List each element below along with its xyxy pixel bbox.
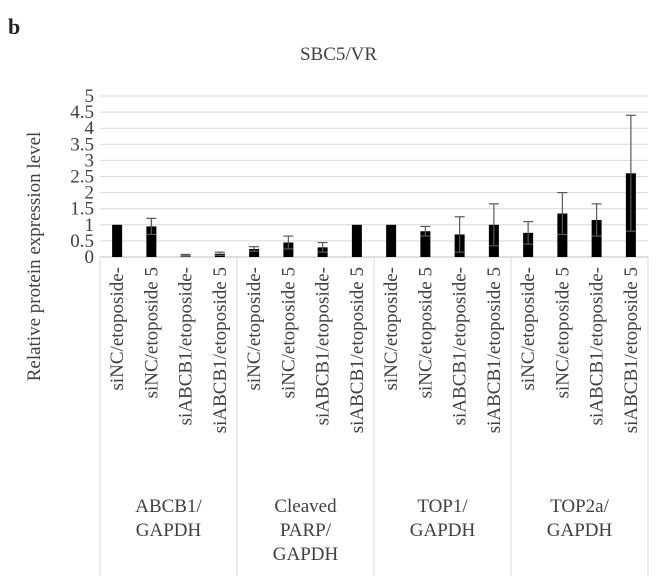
group-label: GAPDH: [410, 520, 476, 541]
bar: [112, 224, 123, 257]
y-axis-label: Relative protein expression level: [24, 132, 45, 382]
x-tick-label: siABCB1/etoposide-: [176, 267, 197, 425]
x-tick-label: siNC/etoposide 5: [415, 267, 436, 398]
x-tick-label: siABCB1/etoposide 5: [347, 267, 368, 433]
y-tick-label: 1: [85, 215, 95, 236]
x-tick-label: siABCB1/etoposide 5: [210, 267, 231, 433]
bar: [249, 248, 260, 257]
group-label: PARP/: [280, 520, 332, 541]
y-tick-label: 4: [85, 118, 95, 139]
chart-title: SBC5/VR: [299, 44, 378, 65]
x-tick-label: siNC/etoposide 5: [141, 267, 162, 398]
x-tick-label: siNC/etoposide-: [244, 267, 265, 391]
x-tick-label: siNC/etoposide-: [518, 267, 539, 391]
y-tick-label: 1.5: [70, 199, 94, 220]
bar: [386, 224, 397, 257]
group-label: ABCB1/: [135, 496, 202, 517]
y-tick-label: 5: [85, 86, 95, 107]
bar: [283, 242, 294, 257]
y-tick-label: 4.5: [70, 102, 94, 123]
x-tick-label: siABCB1/etoposide-: [313, 267, 334, 425]
panel-label: b: [8, 14, 21, 39]
bar: [351, 224, 362, 257]
bar: [146, 226, 157, 257]
y-tick-label: 3: [85, 150, 95, 171]
group-label: TOP2a/: [550, 496, 609, 517]
y-tick-label: 3.5: [70, 134, 94, 155]
group-label: GAPDH: [547, 520, 613, 541]
group-label: Cleaved: [274, 496, 337, 517]
bar: [420, 231, 431, 257]
group-label: TOP1/: [417, 496, 468, 517]
x-tick-label: siNC/etoposide 5: [552, 267, 573, 398]
x-tick-label: siABCB1/etoposide 5: [484, 267, 505, 433]
y-tick-label: 0.5: [70, 231, 94, 252]
bar: [591, 219, 602, 257]
x-tick-label: siNC/etoposide-: [107, 267, 128, 391]
group-label: GAPDH: [273, 544, 339, 565]
x-tick-label: siABCB1/etoposide 5: [621, 267, 642, 433]
bar: [523, 232, 534, 257]
bar: [557, 213, 568, 257]
y-tick-label: 2.5: [70, 167, 94, 188]
y-tick-label: 0: [85, 247, 95, 268]
x-tick-label: siNC/etoposide 5: [278, 267, 299, 398]
group-label: GAPDH: [136, 520, 202, 541]
x-tick-label: siNC/etoposide-: [381, 267, 402, 391]
y-tick-label: 2: [85, 183, 95, 204]
x-tick-label: siABCB1/etoposide-: [587, 267, 608, 425]
x-tick-label: siABCB1/etoposide-: [450, 267, 471, 425]
